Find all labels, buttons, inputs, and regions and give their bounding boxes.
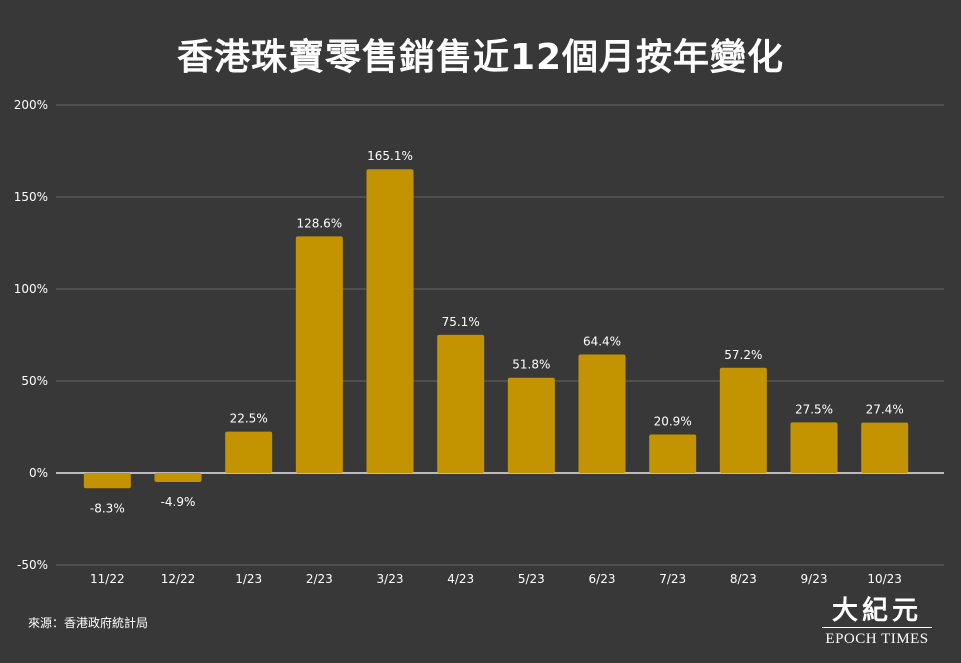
- x-tick-label: 1/23: [235, 572, 262, 586]
- x-tick-label: 10/23: [867, 572, 902, 586]
- y-tick-label: 200%: [14, 98, 48, 112]
- logo-english-text: EPOCH TIMES: [825, 631, 929, 647]
- bar: [649, 434, 697, 473]
- data-label: 51.8%: [512, 358, 550, 372]
- bar: [578, 354, 626, 473]
- x-tick-label: 5/23: [518, 572, 545, 586]
- bar: [295, 236, 343, 473]
- chart-title: 香港珠寶零售銷售近12個月按年變化: [176, 37, 785, 78]
- data-label: 57.2%: [724, 348, 762, 362]
- x-tick-label: 3/23: [377, 572, 404, 586]
- data-label: 64.4%: [583, 335, 621, 349]
- data-label: 75.1%: [442, 315, 480, 329]
- bar: [719, 367, 767, 473]
- data-label: 22.5%: [230, 412, 268, 426]
- bar: [225, 431, 273, 473]
- data-label: -8.3%: [90, 501, 125, 515]
- bar: [83, 473, 131, 489]
- epoch-times-logo: 大紀元 EPOCH TIMES: [818, 596, 936, 652]
- logo-chinese-text: 大紀元: [831, 596, 922, 626]
- bar: [437, 334, 485, 473]
- x-tick-label: 4/23: [447, 572, 474, 586]
- data-label: 27.4%: [866, 403, 904, 417]
- x-tick-label: 11/22: [90, 572, 125, 586]
- data-label: 20.9%: [654, 415, 692, 429]
- bar: [154, 473, 202, 483]
- x-tick-label: 6/23: [589, 572, 616, 586]
- x-tick-label: 9/23: [801, 572, 828, 586]
- x-tick-label: 12/22: [161, 572, 196, 586]
- data-label: -4.9%: [161, 495, 196, 509]
- source-note: 來源：香港政府統計局: [28, 616, 149, 630]
- x-tick-label: 2/23: [306, 572, 333, 586]
- bar: [861, 422, 909, 473]
- y-tick-label: 150%: [14, 190, 48, 204]
- bar: [507, 377, 555, 473]
- data-label: 27.5%: [795, 402, 833, 416]
- x-tick-label: 8/23: [730, 572, 757, 586]
- x-tick-label: 7/23: [659, 572, 686, 586]
- data-label: 128.6%: [296, 216, 342, 230]
- y-tick-label: 0%: [29, 466, 48, 480]
- y-tick-label: -50%: [17, 558, 48, 572]
- data-label: 165.1%: [367, 149, 413, 163]
- bar: [366, 169, 414, 473]
- logo-divider: [822, 627, 932, 628]
- y-tick-label: 100%: [14, 282, 48, 296]
- bar: [790, 422, 838, 473]
- y-tick-label: 50%: [21, 374, 48, 388]
